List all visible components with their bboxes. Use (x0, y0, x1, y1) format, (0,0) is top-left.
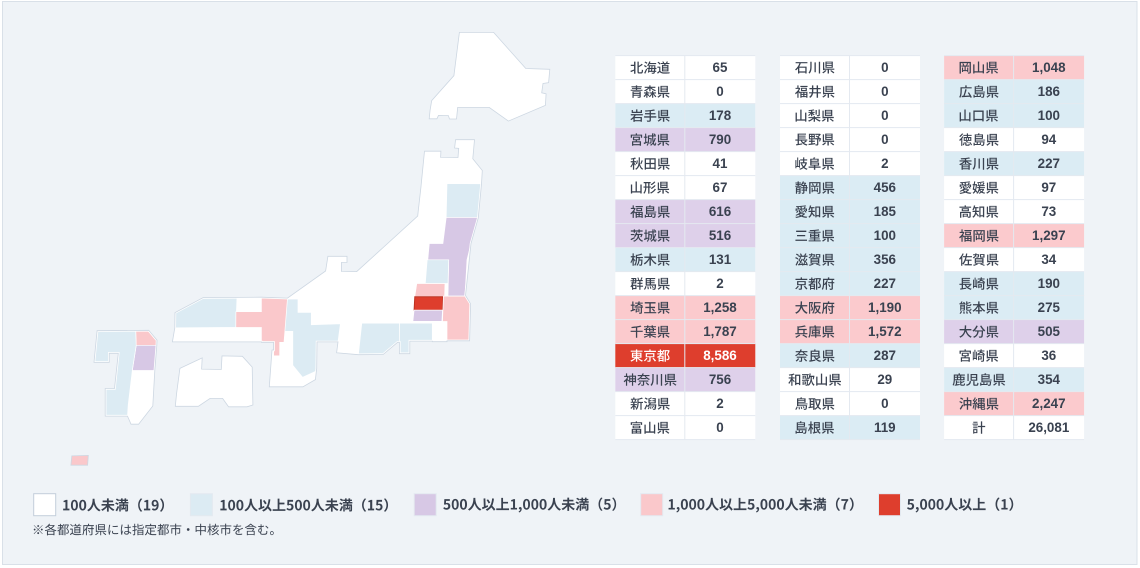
svg-text:0: 0 (881, 132, 888, 147)
svg-text:354: 354 (1038, 372, 1061, 387)
svg-text:287: 287 (874, 348, 896, 363)
svg-text:34: 34 (1041, 252, 1056, 267)
svg-text:186: 186 (1038, 84, 1060, 99)
svg-text:756: 756 (709, 372, 731, 387)
svg-text:1,297: 1,297 (1032, 228, 1066, 243)
svg-text:100: 100 (1038, 108, 1060, 123)
svg-text:227: 227 (1038, 156, 1060, 171)
svg-text:190: 190 (1038, 276, 1060, 291)
svg-text:119: 119 (874, 420, 896, 435)
svg-text:356: 356 (874, 252, 896, 267)
svg-text:1,190: 1,190 (868, 300, 902, 315)
svg-text:1,258: 1,258 (703, 300, 737, 315)
svg-text:0: 0 (881, 108, 888, 123)
svg-text:65: 65 (713, 60, 728, 75)
svg-text:227: 227 (874, 276, 896, 291)
svg-text:100: 100 (874, 228, 896, 243)
svg-text:0: 0 (716, 420, 723, 435)
svg-text:0: 0 (881, 396, 888, 411)
svg-text:0: 0 (716, 84, 723, 99)
svg-text:36: 36 (1041, 348, 1056, 363)
svg-text:516: 516 (709, 228, 731, 243)
svg-text:2: 2 (716, 396, 723, 411)
svg-text:94: 94 (1041, 132, 1056, 147)
svg-text:73: 73 (1041, 204, 1056, 219)
svg-text:8,586: 8,586 (703, 348, 737, 363)
svg-text:456: 456 (874, 180, 896, 195)
svg-text:1,787: 1,787 (703, 324, 737, 339)
svg-text:275: 275 (1038, 300, 1061, 315)
svg-text:178: 178 (709, 108, 732, 123)
svg-text:1,572: 1,572 (868, 324, 902, 339)
svg-text:2: 2 (716, 276, 723, 291)
svg-text:29: 29 (877, 372, 892, 387)
svg-text:0: 0 (881, 60, 888, 75)
svg-text:97: 97 (1041, 180, 1056, 195)
svg-text:2: 2 (881, 156, 888, 171)
svg-text:616: 616 (709, 204, 731, 219)
svg-text:2,247: 2,247 (1032, 396, 1066, 411)
svg-text:1,048: 1,048 (1032, 60, 1066, 75)
svg-text:41: 41 (713, 156, 728, 171)
svg-text:505: 505 (1038, 324, 1061, 339)
svg-text:131: 131 (709, 252, 732, 267)
svg-text:67: 67 (713, 180, 728, 195)
svg-text:790: 790 (709, 132, 731, 147)
svg-text:26,081: 26,081 (1028, 420, 1070, 435)
svg-text:0: 0 (881, 84, 888, 99)
svg-text:185: 185 (874, 204, 897, 219)
